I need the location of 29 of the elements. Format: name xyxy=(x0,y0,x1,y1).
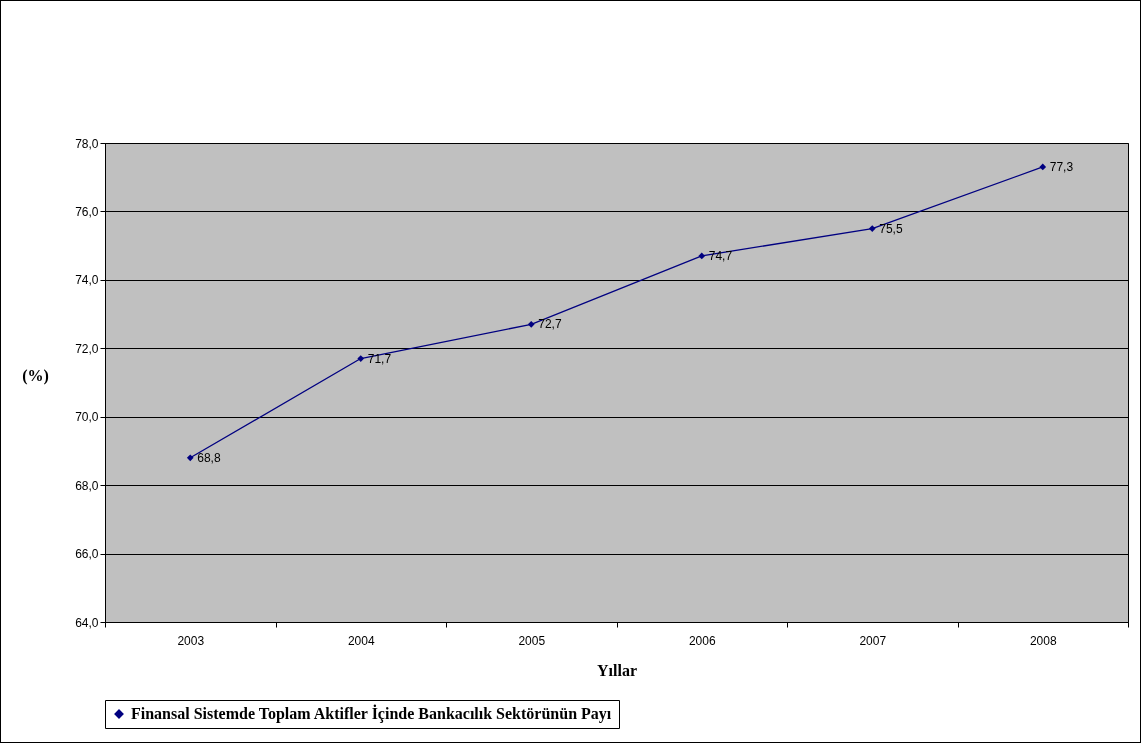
x-tick-label: 2004 xyxy=(347,633,375,648)
legend-label: Finansal Sistemde Toplam Aktifler İçinde Bankacılık Sektörünün Payı xyxy=(131,704,612,723)
x-tick-label: 2005 xyxy=(518,633,546,648)
point xyxy=(527,320,535,328)
x-tick-label: 2008 xyxy=(1029,633,1057,648)
point xyxy=(357,355,365,362)
y-tick-label: 70,0 xyxy=(75,410,99,425)
y-tick-label: 66,0 xyxy=(75,547,99,562)
data-label: 71,7 xyxy=(367,351,392,366)
x-tick-label: 2007 xyxy=(859,633,887,648)
y-tick-label: 78,0 xyxy=(75,136,99,151)
y-tick-label: 72,0 xyxy=(75,341,99,356)
data-label: 72,7 xyxy=(538,317,562,332)
point xyxy=(868,225,876,232)
point xyxy=(186,454,194,462)
y-tick-label: 76,0 xyxy=(75,204,99,219)
y-tick-label: 64,0 xyxy=(75,615,99,630)
x-tick-label: 2006 xyxy=(688,633,716,648)
data-label: 74,7 xyxy=(708,248,733,263)
data-label: 68,8 xyxy=(197,450,221,465)
x-tick-label: 2003 xyxy=(177,633,205,648)
y-tick-label: 74,0 xyxy=(75,273,99,288)
data-label: 75,5 xyxy=(879,221,903,236)
y-axis-title: (%) xyxy=(22,366,49,385)
data-label: 77,3 xyxy=(1049,159,1074,174)
point xyxy=(698,252,706,260)
x-axis-title: Yıllar xyxy=(597,661,637,679)
y-tick-label: 68,0 xyxy=(75,478,99,493)
point xyxy=(1039,163,1047,171)
